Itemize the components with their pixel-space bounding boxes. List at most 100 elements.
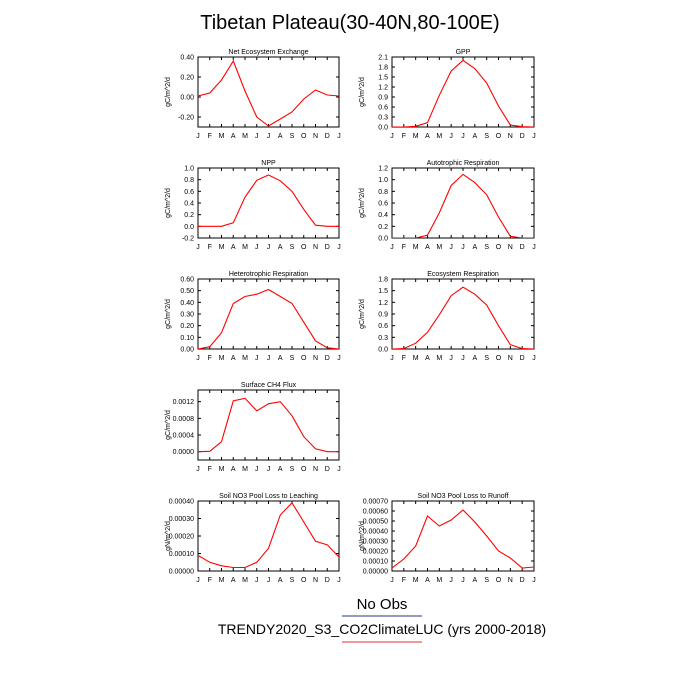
x-tick-label: A bbox=[231, 466, 236, 473]
x-tick-label: J bbox=[390, 244, 394, 251]
x-tick-label: N bbox=[313, 577, 318, 584]
y-axis-label: gC/m^2/d bbox=[165, 410, 172, 440]
y-tick-label: 0.00000 bbox=[363, 569, 388, 576]
panel-title: NPP bbox=[261, 160, 276, 167]
y-tick-label: 0.2 bbox=[378, 224, 388, 231]
x-tick-label: J bbox=[196, 355, 200, 362]
x-tick-label: F bbox=[208, 577, 212, 584]
x-tick-label: A bbox=[278, 244, 283, 251]
x-tick-label: A bbox=[472, 577, 477, 584]
x-tick-label: N bbox=[313, 133, 318, 140]
legend-obs-label: No Obs bbox=[357, 596, 408, 613]
x-tick-label: F bbox=[208, 355, 212, 362]
y-tick-label: 0.00 bbox=[180, 347, 194, 354]
y-tick-label: 2.1 bbox=[378, 55, 388, 62]
x-tick-label: J bbox=[267, 244, 271, 251]
x-tick-label: M bbox=[219, 466, 225, 473]
plot-frame bbox=[391, 278, 535, 350]
plot-frame bbox=[391, 56, 535, 128]
x-tick-label: J bbox=[337, 133, 341, 140]
y-tick-label: 0.4 bbox=[378, 212, 388, 219]
x-tick-label: M bbox=[242, 355, 248, 362]
y-tick-label: 0.00040 bbox=[363, 529, 388, 536]
y-tick-label: 0.00040 bbox=[169, 499, 194, 506]
x-tick-label: D bbox=[520, 244, 525, 251]
x-tick-label: J bbox=[532, 577, 536, 584]
x-tick-label: F bbox=[208, 244, 212, 251]
x-tick-label: D bbox=[325, 133, 330, 140]
x-tick-label: S bbox=[290, 133, 295, 140]
y-axis-label: gC/m^2/d bbox=[359, 188, 366, 218]
x-tick-label: D bbox=[520, 355, 525, 362]
x-tick-label: J bbox=[461, 577, 465, 584]
x-tick-label: A bbox=[231, 577, 236, 584]
x-tick-label: J bbox=[196, 577, 200, 584]
x-tick-label: J bbox=[255, 133, 259, 140]
x-tick-label: F bbox=[208, 466, 212, 473]
y-tick-label: 1.2 bbox=[378, 166, 388, 173]
x-tick-label: M bbox=[219, 133, 225, 140]
x-tick-label: D bbox=[325, 466, 330, 473]
y-tick-label: 0.6 bbox=[378, 323, 388, 330]
x-tick-label: N bbox=[313, 466, 318, 473]
y-axis-label: gC/m^2/d bbox=[359, 299, 366, 329]
y-tick-label: 0.10 bbox=[180, 335, 194, 342]
x-tick-label: J bbox=[196, 466, 200, 473]
x-tick-label: M bbox=[242, 466, 248, 473]
chart-panel: Autotrophic Respiration gC/m^2/d 0.0 0.2 0.4… bbox=[359, 160, 536, 251]
y-tick-label: 0.8 bbox=[378, 189, 388, 196]
y-tick-label: 0.00050 bbox=[363, 519, 388, 526]
x-tick-label: A bbox=[425, 577, 430, 584]
y-tick-label: 0.30 bbox=[180, 312, 194, 319]
x-tick-label: J bbox=[267, 466, 271, 473]
panel-title: Soil NO3 Pool Loss to Leaching bbox=[219, 493, 318, 500]
x-tick-label: J bbox=[337, 244, 341, 251]
plot-frame bbox=[391, 167, 535, 239]
x-tick-label: J bbox=[267, 133, 271, 140]
x-tick-label: J bbox=[267, 577, 271, 584]
x-tick-label: A bbox=[278, 577, 283, 584]
x-tick-label: O bbox=[301, 577, 307, 584]
x-tick-label: N bbox=[313, 355, 318, 362]
series-line bbox=[392, 59, 534, 127]
y-tick-label: 0.2 bbox=[184, 212, 194, 219]
x-tick-label: D bbox=[325, 244, 330, 251]
x-tick-label: M bbox=[436, 244, 442, 251]
y-tick-label: 0.8 bbox=[184, 177, 194, 184]
y-tick-label: 0.3 bbox=[378, 115, 388, 122]
x-tick-label: M bbox=[413, 133, 419, 140]
x-tick-label: A bbox=[278, 466, 283, 473]
x-tick-label: J bbox=[255, 355, 259, 362]
x-tick-label: D bbox=[520, 133, 525, 140]
y-tick-label: 0.20 bbox=[180, 323, 194, 330]
y-tick-label: 0.00030 bbox=[363, 539, 388, 546]
y-tick-label: 0.20 bbox=[180, 75, 194, 82]
x-tick-label: S bbox=[290, 577, 295, 584]
x-tick-label: A bbox=[425, 355, 430, 362]
x-tick-label: J bbox=[449, 577, 453, 584]
x-tick-label: A bbox=[425, 244, 430, 251]
x-tick-label: J bbox=[196, 244, 200, 251]
x-tick-label: A bbox=[472, 133, 477, 140]
y-tick-label: -0.2 bbox=[182, 236, 194, 243]
y-tick-label: 0.00010 bbox=[363, 559, 388, 566]
legend-model-label: TRENDY2020_S3_CO2ClimateLUC (yrs 2000-20… bbox=[218, 621, 546, 637]
series-line bbox=[198, 174, 339, 227]
x-tick-label: M bbox=[219, 244, 225, 251]
x-tick-label: A bbox=[472, 355, 477, 362]
panel-title: Autotrophic Respiration bbox=[427, 160, 500, 167]
y-tick-label: 0.00 bbox=[180, 95, 194, 102]
y-axis-label: gN/m^2/d bbox=[165, 521, 172, 551]
x-tick-label: F bbox=[402, 244, 406, 251]
legend: No Obs TRENDY2020_S3_CO2ClimateLUC (yrs … bbox=[218, 596, 546, 643]
chart-panel: Soil NO3 Pool Loss to RunoffgN/m^2/d0.00… bbox=[359, 493, 536, 584]
x-tick-label: S bbox=[484, 577, 489, 584]
y-tick-label: 0.6 bbox=[184, 189, 194, 196]
x-tick-label: M bbox=[242, 577, 248, 584]
y-tick-label: 0.00020 bbox=[169, 534, 194, 541]
x-tick-label: M bbox=[242, 133, 248, 140]
y-tick-label: 0.0 bbox=[184, 224, 194, 231]
y-tick-label: 0.0004 bbox=[173, 433, 195, 440]
